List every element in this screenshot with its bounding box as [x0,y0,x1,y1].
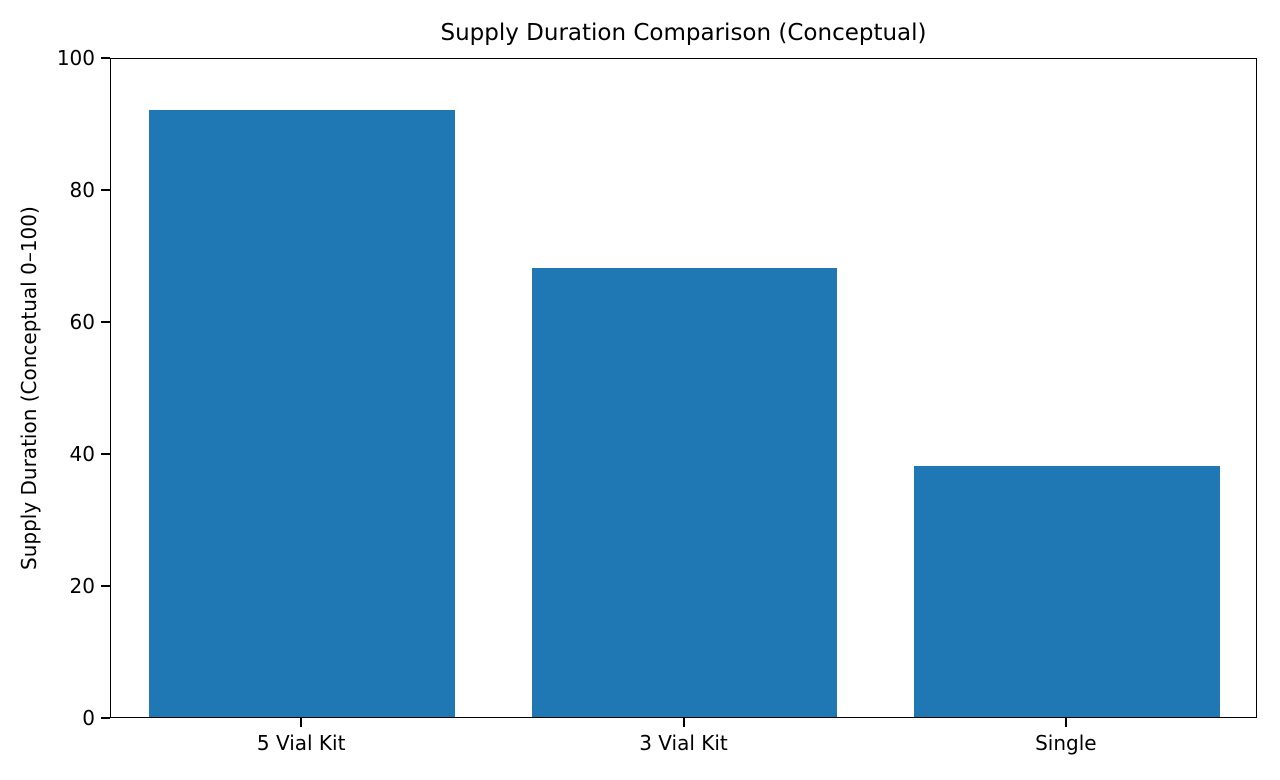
y-tick-mark [101,585,110,587]
y-tick-mark [101,57,110,59]
bar-3-vial-kit [531,268,838,717]
x-tick-label: 3 Vial Kit [639,731,728,755]
y-tick-label: 0 [82,706,95,730]
y-tick-mark [101,717,110,719]
y-tick-label: 80 [69,178,95,202]
y-axis-label: Supply Duration (Conceptual 0–100) [17,206,41,570]
x-tick-label: Single [1035,731,1097,755]
chart-title: Supply Duration Comparison (Conceptual) [440,20,927,46]
bar-5-vial-kit [149,109,456,717]
x-tick-mark [682,718,685,727]
y-tick-mark [101,189,110,191]
x-tick-mark [300,718,303,727]
x-tick-label: 5 Vial Kit [256,731,346,755]
y-tick-mark [101,453,110,455]
y-tick-mark [101,321,110,323]
y-tick-label: 60 [69,310,95,334]
plot-area [110,58,1257,718]
y-tick-label: 20 [69,574,95,598]
x-tick-mark [1064,718,1067,727]
y-tick-label: 100 [56,46,95,70]
y-tick-label: 40 [69,442,95,466]
bar-single [913,466,1220,717]
